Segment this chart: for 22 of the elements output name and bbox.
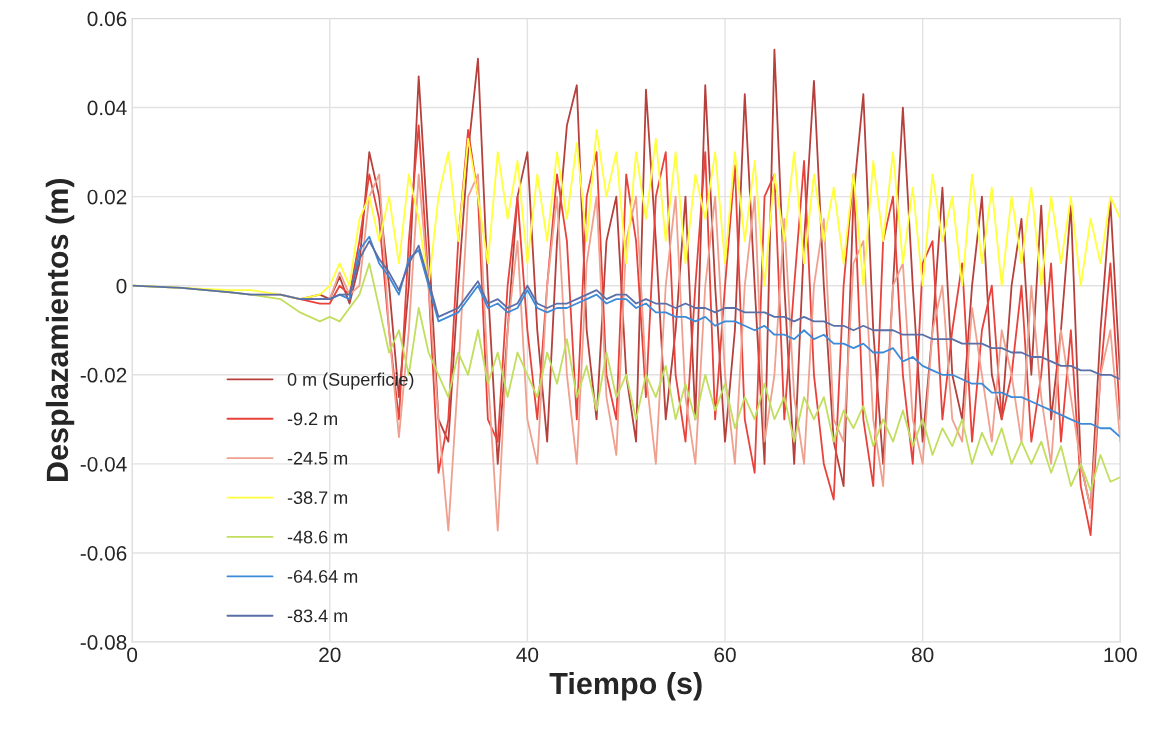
legend-label: -48.6 m	[287, 530, 348, 544]
x-tick-label: 60	[714, 647, 736, 663]
y-tick-label: 0.04	[87, 100, 127, 116]
y-tick-label: -0.06	[80, 545, 127, 561]
y-tick-label: -0.08	[80, 635, 127, 650]
x-axis-title: Tiempo (s)	[549, 671, 702, 701]
y-tick-label: -0.04	[80, 456, 127, 472]
y-tick-label: -0.02	[80, 367, 127, 383]
y-tick-label: 0.02	[87, 189, 127, 205]
legend-label: -83.4 m	[287, 609, 348, 623]
legend-label: -9.2 m	[287, 412, 337, 426]
x-tick-label: 20	[319, 647, 341, 663]
y-tick-label: 0	[116, 278, 127, 294]
legend-label: -38.7 m	[287, 491, 348, 505]
legend-label: -64.64 m	[287, 570, 358, 583]
y-axis-title: Desplazamientos (m)	[45, 178, 75, 482]
x-tick-label: 80	[911, 647, 934, 663]
x-tick-label: 0	[127, 647, 138, 663]
x-tick-label: 40	[516, 647, 539, 663]
y-tick-label: 0.06	[87, 11, 127, 27]
legend-label: -24.5 m	[287, 451, 348, 465]
x-tick-label: 100	[1104, 647, 1137, 663]
